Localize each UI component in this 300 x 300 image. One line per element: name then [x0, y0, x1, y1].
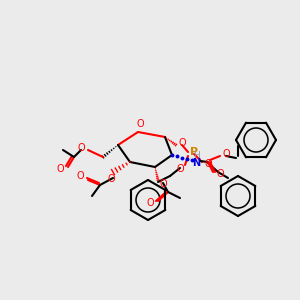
Text: P: P — [190, 147, 198, 157]
Text: O: O — [222, 149, 230, 159]
Text: O: O — [146, 198, 154, 208]
Text: O: O — [76, 171, 84, 181]
Text: O: O — [77, 143, 85, 153]
Text: N: N — [192, 158, 200, 168]
Text: O: O — [176, 164, 184, 174]
Text: O: O — [204, 159, 212, 169]
Text: O: O — [178, 138, 186, 148]
Text: O: O — [136, 119, 144, 129]
Text: O: O — [56, 164, 64, 174]
Text: O: O — [216, 169, 224, 179]
Text: H: H — [193, 151, 200, 160]
Text: O: O — [159, 179, 167, 189]
Text: O: O — [107, 174, 115, 184]
